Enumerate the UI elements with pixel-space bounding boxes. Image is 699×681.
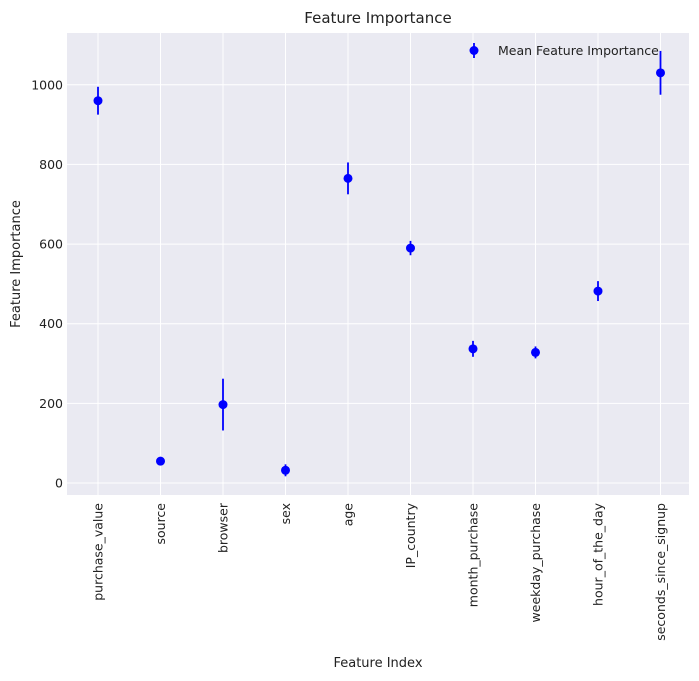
data-point [531,347,540,357]
x-tick-label: purchase_value [91,503,106,601]
plot-area [67,33,689,495]
x-tick-label: hour_of_the_day [591,502,606,606]
data-point [593,286,603,296]
legend-label: Mean Feature Importance [498,43,659,58]
x-tick-labels: purchase_value source browser sex age IP_coun… [91,502,669,641]
x-tick-label: source [153,503,168,545]
x-tick-label: weekday_purchase [528,503,543,623]
legend-marker [469,46,479,55]
y-tick-label: 1000 [31,77,63,92]
chart-title: Feature Importance [304,9,451,27]
y-tick-label: 0 [55,476,63,491]
data-point [406,243,415,253]
y-tick-labels: 0 200 400 600 800 1000 [31,77,63,490]
legend: Mean Feature Importance [469,43,659,58]
data-point [218,400,228,410]
x-tick-label: age [341,503,356,527]
y-tick-label: 800 [39,157,63,172]
data-series [93,50,665,477]
data-point [281,465,290,475]
data-point [468,344,478,354]
y-tick-label: 600 [39,237,63,252]
x-tick-label: browser [216,502,231,553]
x-tick-label: month_purchase [466,503,481,608]
y-axis-title: Feature Importance [9,200,24,328]
grid-lines [67,33,689,495]
x-axis-title: Feature Index [333,656,422,671]
y-tick-label: 400 [39,316,63,331]
y-tick-label: 200 [39,396,63,411]
data-point [93,96,103,106]
data-point [156,456,165,466]
data-point [656,68,665,78]
x-tick-label: sex [278,503,293,524]
x-tick-label: IP_country [403,502,418,568]
x-tick-label: seconds_since_signup [653,503,668,641]
data-point [343,173,353,183]
